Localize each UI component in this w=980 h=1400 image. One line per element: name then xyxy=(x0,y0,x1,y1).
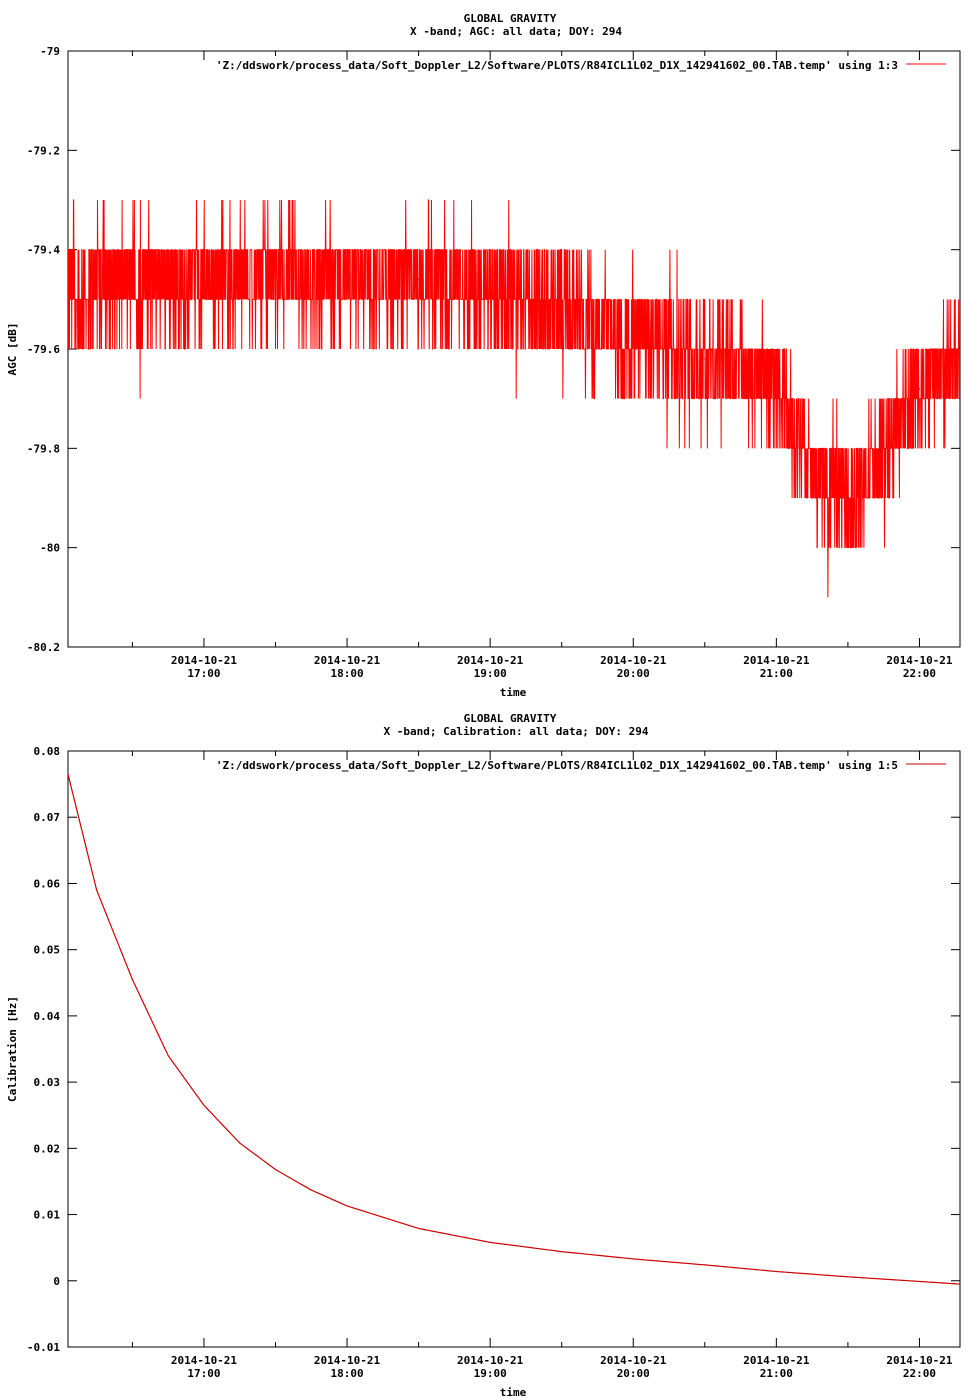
data-point xyxy=(274,273,277,276)
x-tick-label-time: 20:00 xyxy=(617,667,650,680)
data-point xyxy=(346,278,348,281)
y-tick-label: -80.2 xyxy=(27,641,60,654)
data-point xyxy=(239,1142,241,1144)
x-tick-label-time: 18:00 xyxy=(330,667,363,680)
y-axis-label: Calibration [Hz] xyxy=(6,996,19,1102)
calibration-plot-area: 0.08 0.07 0.06 0.05 0.04 0.03 0.02 0.01 0 -0.01 20… xyxy=(27,745,961,1380)
y-tick-label: 0.01 xyxy=(34,1209,61,1222)
y-tick-label: -79.6 xyxy=(27,343,60,356)
x-tick-label-time: 21:00 xyxy=(760,667,793,680)
y-tick-label: -0.01 xyxy=(27,1341,60,1354)
data-point xyxy=(847,507,849,509)
x-tick-label-time: 17:00 xyxy=(187,667,220,680)
data-point xyxy=(632,338,635,340)
data-point xyxy=(346,1205,348,1207)
data-point xyxy=(417,278,420,281)
data-point xyxy=(847,1276,849,1278)
y-tick-label: -80 xyxy=(40,542,60,555)
y-tick-label: -79.2 xyxy=(27,144,60,157)
x-axis-label: time xyxy=(500,686,527,699)
legend-label: 'Z:/ddswork/process_data/Soft_Doppler_L2… xyxy=(216,59,898,72)
calibration-chart: GLOBAL GRAVITY X -band; Calibration: all… xyxy=(6,712,961,1399)
x-tick-label-date: 2014-10-21 xyxy=(600,1354,667,1367)
data-point xyxy=(632,1258,634,1260)
y-tick-label: 0 xyxy=(53,1275,60,1288)
data-point xyxy=(560,308,563,311)
data-point xyxy=(96,889,98,891)
x-tick-label-date: 2014-10-21 xyxy=(886,1354,953,1367)
x-tick-label-date: 2014-10-21 xyxy=(743,1354,810,1367)
y-tick-label: -79.4 xyxy=(27,244,60,257)
data-point xyxy=(959,1283,960,1285)
agc-chart: GLOBAL GRAVITY X -band; AGC: all data; D… xyxy=(6,12,961,699)
y-axis-label: AGC [dB] xyxy=(6,323,19,376)
data-point xyxy=(775,1270,777,1273)
y-tick-label: -79.8 xyxy=(27,442,60,455)
data-point xyxy=(167,1055,169,1057)
data-point xyxy=(310,1189,312,1191)
x-tick-label-date: 2014-10-21 xyxy=(457,1354,524,1367)
data-point xyxy=(274,1168,277,1171)
x-tick-label-time: 21:00 xyxy=(760,1367,793,1380)
data-point xyxy=(203,1104,205,1106)
data-point xyxy=(489,1241,491,1243)
y-tick-label: -79 xyxy=(40,45,60,58)
x-tick-label-time: 22:00 xyxy=(903,1367,936,1380)
y-tick-label: 0.05 xyxy=(34,944,61,957)
y-tick-label: 0.07 xyxy=(34,811,61,824)
x-tick-label-date: 2014-10-21 xyxy=(171,1354,238,1367)
agc-plot-area: -79 -79.2 -79.4 -79.6 -79.8 -80 -80.2 2014-10-2… xyxy=(27,45,961,680)
y-tick-label: 0.04 xyxy=(34,1010,61,1023)
data-point xyxy=(918,1280,921,1283)
y-tick-label: 0.08 xyxy=(34,745,61,758)
chart-subtitle: X -band; AGC: all data; DOY: 294 xyxy=(410,25,622,38)
data-point xyxy=(131,978,133,981)
data-point xyxy=(882,447,885,450)
data-point xyxy=(704,358,706,360)
x-tick-label-time: 19:00 xyxy=(474,667,507,680)
x-tick-label-date: 2014-10-21 xyxy=(886,654,953,667)
legend-label: 'Z:/ddswork/process_data/Soft_Doppler_L2… xyxy=(216,759,898,772)
data-point xyxy=(561,1251,563,1253)
data-point xyxy=(68,298,69,301)
x-tick-label-date: 2014-10-21 xyxy=(171,654,238,667)
x-tick-label-date: 2014-10-21 xyxy=(314,654,381,667)
chart-title: GLOBAL GRAVITY xyxy=(464,12,557,25)
y-tick-label: 0.02 xyxy=(34,1142,61,1155)
y-tick-label: 0.03 xyxy=(34,1076,61,1089)
series-line xyxy=(68,199,960,598)
x-tick-label-date: 2014-10-21 xyxy=(457,654,524,667)
data-point xyxy=(131,278,134,281)
data-point xyxy=(959,358,960,360)
x-axis-label: time xyxy=(500,1386,527,1399)
x-tick-label-date: 2014-10-21 xyxy=(314,1354,381,1367)
data-point xyxy=(775,387,778,390)
data-point xyxy=(918,387,921,390)
chart-title: GLOBAL GRAVITY xyxy=(464,712,557,725)
x-tick-label-time: 17:00 xyxy=(187,1367,220,1380)
x-tick-label-time: 19:00 xyxy=(474,1367,507,1380)
series-line xyxy=(68,774,960,1285)
x-tick-label-time: 20:00 xyxy=(617,1367,650,1380)
data-point xyxy=(418,1227,420,1230)
data-point xyxy=(489,283,491,286)
x-tick-label-time: 22:00 xyxy=(903,667,936,680)
data-point xyxy=(811,472,813,474)
data-point xyxy=(68,773,69,775)
x-tick-label-date: 2014-10-21 xyxy=(743,654,810,667)
plot-frame xyxy=(67,750,961,1348)
y-tick-label: 0.06 xyxy=(34,877,61,890)
x-tick-label-date: 2014-10-21 xyxy=(600,654,667,667)
chart-subtitle: X -band; Calibration: all data; DOY: 294 xyxy=(384,725,649,738)
data-point xyxy=(203,278,205,281)
data-point xyxy=(704,1264,706,1266)
x-tick-label-time: 18:00 xyxy=(330,1367,363,1380)
